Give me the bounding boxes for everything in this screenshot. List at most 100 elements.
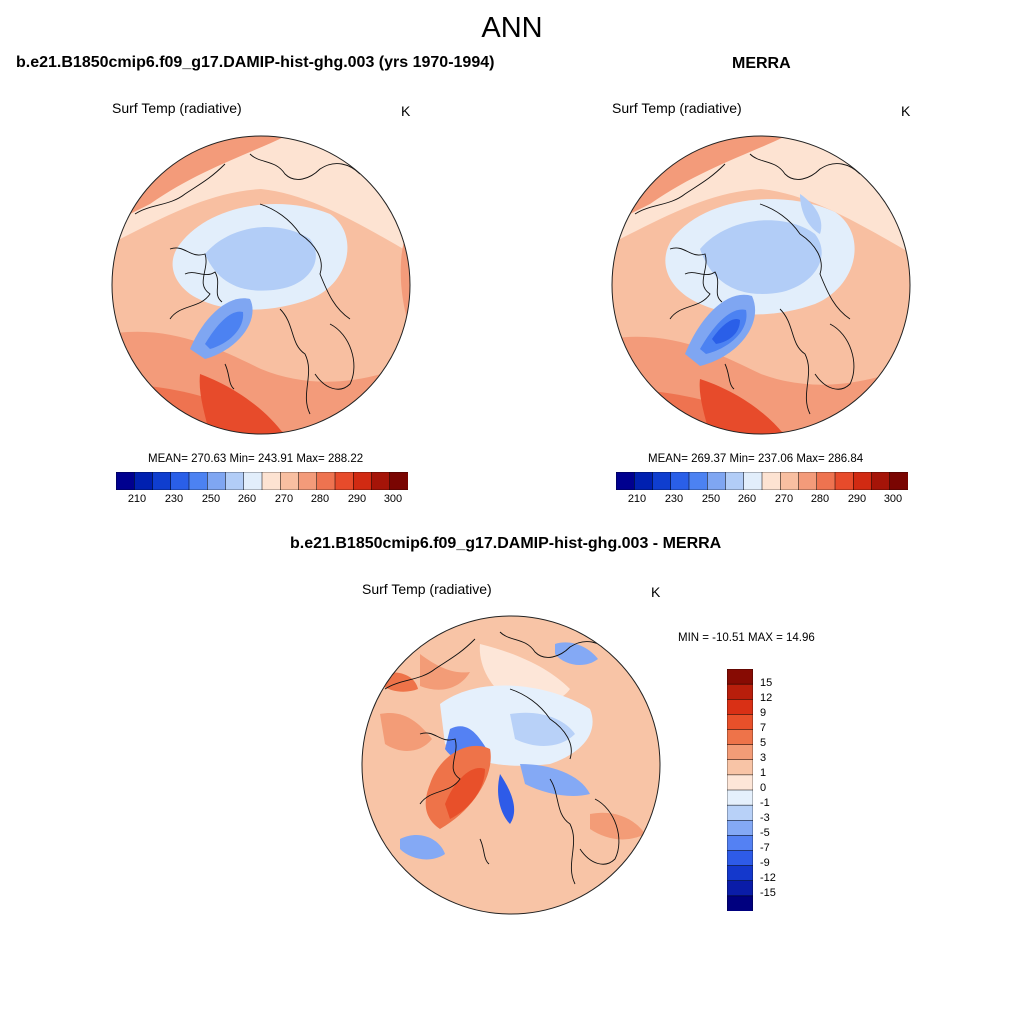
case-colorbar-swatch (116, 472, 135, 490)
obs-colorbar-swatch (688, 472, 708, 490)
diff-units-label: K (651, 584, 661, 600)
case-colorbar-swatch (389, 472, 408, 490)
case-cb-label: 290 (347, 493, 367, 505)
case-colorbar (116, 472, 408, 490)
case-colorbar-swatch (334, 472, 354, 490)
case-colorbar-swatch (261, 472, 281, 490)
case-cb-label: 260 (237, 493, 257, 505)
diff-colorbar-swatch (727, 835, 753, 852)
obs-colorbar-swatch (889, 472, 908, 490)
case-cb-label: 270 (274, 493, 294, 505)
case-colorbar-swatch (207, 472, 227, 490)
obs-polar-map (610, 134, 912, 436)
diff-cb-label: 9 (760, 707, 767, 719)
obs-cb-label: 280 (810, 493, 830, 505)
diff-cb-label: -1 (760, 797, 770, 809)
case-colorbar-swatch (353, 472, 373, 490)
diff-cb-label: -9 (760, 857, 770, 869)
diff-colorbar-swatch (727, 714, 753, 731)
diff-colorbar-swatch (727, 865, 753, 882)
obs-cb-label: 290 (847, 493, 867, 505)
diff-colorbar-swatch (727, 744, 753, 761)
diff-colorbar-swatch (727, 774, 753, 791)
diff-cb-label: -3 (760, 812, 770, 824)
case-colorbar-swatch (280, 472, 300, 490)
obs-cb-label: 210 (627, 493, 647, 505)
case-panel-title: b.e21.B1850cmip6.f09_g17.DAMIP-hist-ghg.… (16, 54, 495, 71)
diff-cb-label: 12 (760, 692, 773, 704)
obs-colorbar-swatch (743, 472, 763, 490)
diff-polar-map (360, 614, 662, 916)
obs-cb-label: 250 (701, 493, 721, 505)
case-colorbar-labels: 210 230 250 260 270 280 290 300 (116, 493, 408, 509)
case-colorbar-swatch (152, 472, 172, 490)
diff-colorbar-swatch (727, 729, 753, 746)
obs-colorbar (616, 472, 908, 490)
obs-panel-title: MERRA (732, 55, 791, 72)
diff-colorbar-swatch (727, 699, 753, 715)
obs-colorbar-swatch (634, 472, 654, 490)
diff-colorbar-swatch (727, 880, 753, 897)
diff-cb-label: 5 (760, 737, 767, 749)
obs-colorbar-swatch (780, 472, 800, 490)
figure-title: ANN (481, 12, 543, 44)
obs-cb-label: 300 (883, 493, 903, 505)
diff-colorbar-swatch (727, 804, 753, 821)
case-polar-map (110, 134, 412, 436)
obs-colorbar-swatch (616, 472, 635, 490)
diff-colorbar-swatch (727, 759, 753, 776)
diff-cb-label: 1 (760, 767, 767, 779)
obs-colorbar-swatch (652, 472, 672, 490)
diff-cb-label: -7 (760, 842, 770, 854)
diff-colorbar-labels: 15 12 9 7 5 3 1 0 -1 -3 -5 -7 -9 -12 -15 (760, 677, 800, 909)
obs-colorbar-swatch (761, 472, 781, 490)
obs-colorbar-swatch (798, 472, 818, 490)
obs-cb-label: 270 (774, 493, 794, 505)
diff-stats: MIN = -10.51 MAX = 14.96 (678, 632, 815, 644)
case-colorbar-swatch (298, 472, 318, 490)
case-cb-label: 210 (127, 493, 147, 505)
obs-units-label: K (901, 103, 911, 119)
obs-colorbar-swatch (707, 472, 727, 490)
diff-colorbar-swatch (727, 669, 753, 685)
case-colorbar-swatch (134, 472, 154, 490)
obs-colorbar-swatch (816, 472, 836, 490)
case-colorbar-swatch (371, 472, 391, 490)
obs-cb-label: 260 (737, 493, 757, 505)
diff-cb-label: -5 (760, 827, 770, 839)
obs-stats: MEAN= 269.37 Min= 237.06 Max= 286.84 (648, 453, 864, 465)
diff-colorbar-swatch (727, 683, 753, 700)
diff-variable-label: Surf Temp (radiative) (362, 581, 492, 597)
obs-cb-label: 230 (664, 493, 684, 505)
obs-colorbar-swatch (853, 472, 873, 490)
obs-colorbar-swatch (871, 472, 891, 490)
diff-panel-title: b.e21.B1850cmip6.f09_g17.DAMIP-hist-ghg.… (290, 535, 722, 552)
obs-variable-label: Surf Temp (radiative) (612, 100, 742, 116)
case-variable-label: Surf Temp (radiative) (112, 100, 242, 116)
diff-cb-label: -15 (760, 887, 776, 899)
diff-cb-label: 7 (760, 722, 767, 734)
case-cb-label: 300 (383, 493, 403, 505)
diff-cb-label: 15 (760, 677, 773, 689)
diff-colorbar (727, 669, 753, 911)
obs-colorbar-labels: 210 230 250 260 270 280 290 300 (616, 493, 908, 509)
diff-colorbar-swatch (727, 895, 753, 911)
diff-colorbar-swatch (727, 820, 753, 836)
case-stats: MEAN= 270.63 Min= 243.91 Max= 288.22 (148, 453, 364, 465)
case-units-label: K (401, 103, 411, 119)
diff-colorbar-swatch (727, 789, 753, 806)
case-cb-label: 250 (201, 493, 221, 505)
case-colorbar-swatch (243, 472, 263, 490)
case-colorbar-swatch (188, 472, 208, 490)
obs-colorbar-swatch (834, 472, 854, 490)
case-colorbar-swatch (170, 472, 190, 490)
case-cb-label: 280 (310, 493, 330, 505)
diff-cb-label: 0 (760, 782, 767, 794)
case-cb-label: 230 (164, 493, 184, 505)
diff-cb-label: -12 (760, 872, 776, 884)
diff-cb-label: 3 (760, 752, 767, 764)
case-colorbar-swatch (225, 472, 245, 490)
obs-colorbar-swatch (725, 472, 745, 490)
obs-colorbar-swatch (670, 472, 690, 490)
case-colorbar-swatch (316, 472, 336, 490)
